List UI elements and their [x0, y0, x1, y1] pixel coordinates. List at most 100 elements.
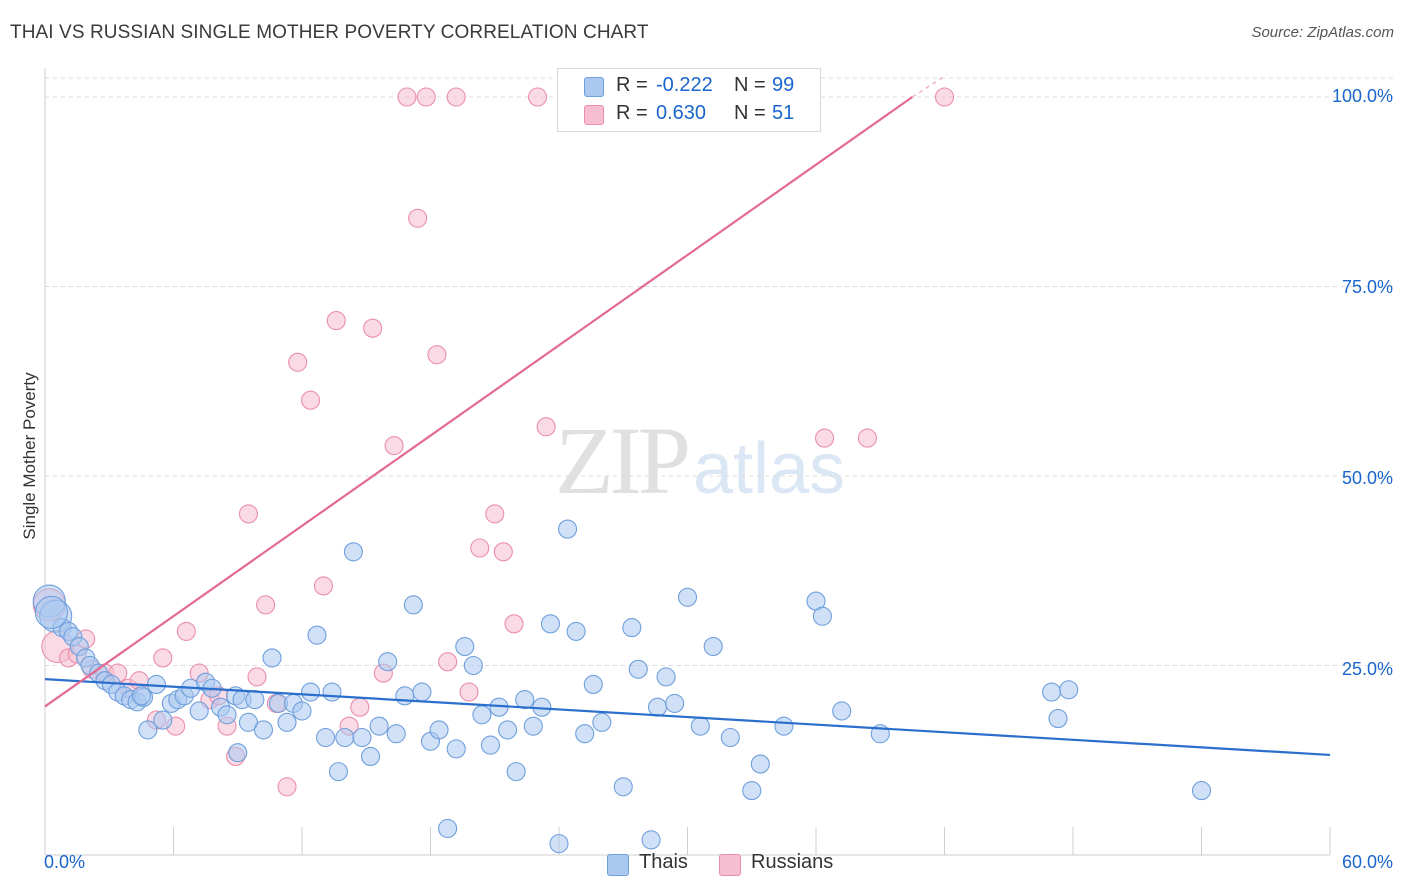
thai-point — [322, 682, 342, 702]
thais-legend-label: Thais — [639, 851, 688, 873]
legend-r-label: R = — [616, 74, 648, 96]
thai-point — [703, 636, 723, 657]
legend-n-label: N = — [734, 74, 766, 96]
russian-point — [277, 777, 297, 797]
thai-point — [592, 712, 612, 732]
russian-point — [326, 311, 346, 331]
russian-point — [238, 504, 259, 524]
russian-point — [934, 87, 955, 107]
russians-trend-line — [44, 96, 914, 708]
russian-point — [493, 542, 513, 562]
thai-point — [138, 720, 158, 740]
thai-point — [677, 587, 698, 607]
thai-point — [647, 697, 668, 717]
y-tick-label: 75.0% — [1341, 277, 1393, 297]
thai-point — [438, 818, 458, 839]
thai-point — [523, 716, 543, 736]
legend-n-label: N = — [734, 102, 766, 124]
legend-r-label: R = — [616, 102, 648, 124]
thai-point — [335, 727, 355, 748]
thai-point — [360, 746, 381, 767]
thai-point — [412, 682, 432, 702]
russians-legend-swatch — [719, 854, 741, 876]
y-tick-label: 25.0% — [1341, 659, 1393, 679]
grid-lines — [45, 77, 1393, 666]
russians-points — [32, 87, 955, 797]
thai-point — [641, 830, 661, 850]
russian-point — [470, 538, 490, 558]
thai-point — [352, 727, 372, 748]
thais-legend-swatch — [607, 854, 629, 876]
thai-point — [742, 781, 762, 801]
russian-point — [384, 436, 404, 456]
thai-point — [774, 716, 794, 736]
thai-point — [566, 621, 586, 641]
thai-point — [301, 682, 321, 702]
russian-point — [408, 208, 428, 228]
x-max-label: 60.0% — [1341, 852, 1393, 872]
russian-point — [427, 345, 447, 365]
russian-point — [504, 614, 524, 634]
thai-point — [750, 754, 770, 774]
thai-point — [690, 716, 710, 736]
russian-point — [815, 428, 835, 448]
thai-point — [189, 701, 209, 721]
russian-swatch — [584, 105, 604, 125]
thai-point — [575, 724, 595, 744]
thai-point — [1191, 781, 1212, 801]
x-min-label: 0.0% — [44, 852, 86, 872]
thai-point — [472, 705, 492, 725]
thai-point — [369, 716, 389, 736]
thai-point — [429, 720, 449, 740]
thai-point — [328, 762, 348, 782]
thai-point — [1059, 680, 1079, 700]
legend-row-russian: R = 0.630 N = 51 — [558, 99, 820, 129]
russians-legend-label: Russians — [751, 851, 834, 873]
y-axis-label: Single Mother Poverty — [20, 372, 39, 540]
y-tick-label: 100.0% — [1331, 86, 1393, 106]
russian-point — [416, 87, 436, 107]
russian-point — [301, 390, 321, 410]
thai-point — [238, 712, 259, 732]
russians-trend-extension — [911, 74, 947, 98]
thai-point — [628, 659, 648, 679]
legend-n-value: 99 — [772, 74, 795, 96]
thai-point — [1048, 709, 1068, 729]
thai-point — [403, 595, 423, 615]
thai-point — [307, 625, 327, 645]
russian-point — [153, 648, 173, 668]
thai-point — [832, 701, 852, 721]
thai-swatch — [584, 77, 604, 97]
thai-point — [463, 655, 483, 676]
thais-points — [32, 519, 1212, 854]
thai-point — [395, 686, 415, 706]
legend-row-thai: R = -0.222 N = 99 — [558, 71, 820, 101]
watermark-zip: ZIP — [555, 407, 691, 514]
trend-lines — [44, 74, 1331, 757]
thai-point — [343, 542, 363, 562]
thai-point — [1042, 682, 1062, 702]
thai-point — [34, 595, 68, 629]
russian-point — [350, 697, 370, 717]
thai-point — [498, 720, 518, 740]
russian-point — [438, 652, 458, 672]
legend-r-value: -0.222 — [656, 74, 713, 96]
russian-point — [247, 667, 267, 687]
russian-point — [397, 87, 417, 107]
thai-point — [455, 636, 475, 657]
thai-point — [515, 690, 535, 710]
russian-point — [528, 87, 548, 107]
thai-point — [446, 739, 466, 759]
russian-point — [288, 352, 308, 372]
thai-point — [292, 701, 312, 721]
russian-point — [459, 682, 479, 702]
y-tick-label: 50.0% — [1341, 468, 1393, 488]
thai-point — [720, 727, 740, 748]
russian-point — [446, 87, 466, 107]
legend-r-value: 0.630 — [656, 102, 707, 124]
thai-point — [262, 648, 282, 668]
russian-point — [536, 417, 556, 437]
thai-point — [656, 667, 676, 687]
thai-point — [549, 834, 569, 854]
